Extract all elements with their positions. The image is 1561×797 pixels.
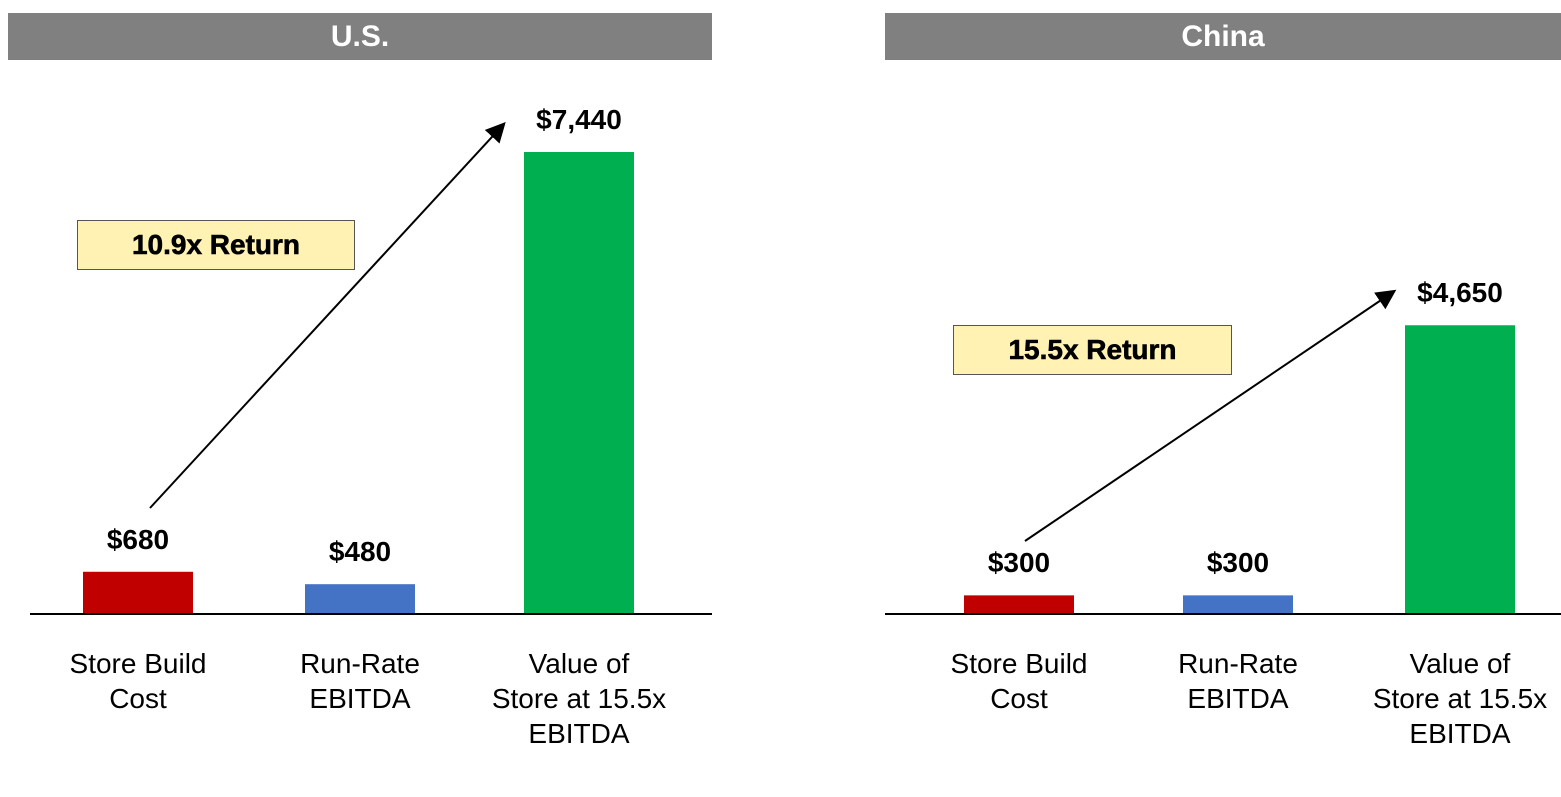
value-label: $680 [106, 523, 170, 555]
category-label: Value of Store at 15.5x EBITDA [491, 648, 667, 749]
arrow [1024, 289, 1397, 542]
bar [1183, 595, 1293, 614]
panel-title: China [885, 13, 1561, 60]
category-label: Value of Store at 15.5x EBITDA [1372, 648, 1548, 749]
value-label: $300 [1206, 547, 1270, 579]
category-label: Store Build Cost [950, 648, 1088, 714]
arrow [149, 122, 506, 509]
value-label: $7,440 [536, 104, 622, 135]
category-label: Run-Rate EBITDA [1178, 648, 1298, 714]
annotation: 15.5x Return [953, 325, 1232, 375]
annotation: 10.9x Return [77, 220, 355, 270]
panel-title: U.S. [8, 13, 712, 60]
value-label: $300 [987, 547, 1051, 579]
bar [305, 584, 415, 614]
bar [83, 571, 193, 614]
value-label: $4,650 [1417, 277, 1503, 309]
category-label: Run-Rate EBITDA [300, 648, 420, 714]
bar [1405, 325, 1515, 614]
value-label: $480 [328, 536, 392, 568]
bar [524, 152, 634, 614]
category-label: Store Build Cost [69, 648, 207, 714]
bar [964, 595, 1074, 614]
